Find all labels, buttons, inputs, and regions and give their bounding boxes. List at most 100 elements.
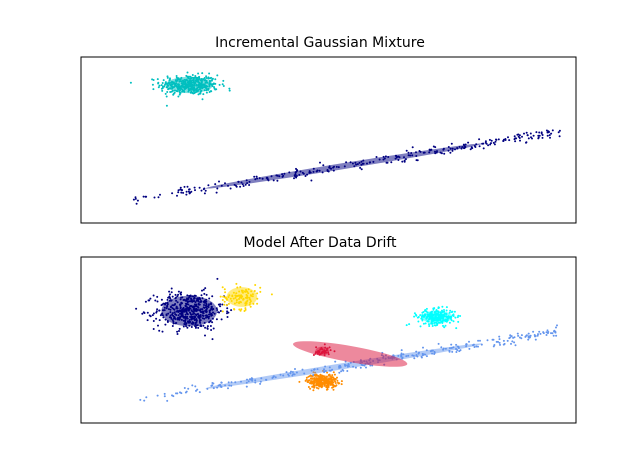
data-point bbox=[206, 327, 209, 330]
data-point bbox=[245, 385, 248, 388]
data-point bbox=[160, 87, 163, 90]
data-point bbox=[212, 382, 215, 385]
data-point bbox=[223, 303, 226, 306]
data-point bbox=[474, 146, 477, 148]
data-point bbox=[202, 188, 205, 191]
data-point bbox=[153, 196, 156, 199]
data-point bbox=[465, 343, 468, 346]
data-point bbox=[179, 186, 182, 189]
data-point bbox=[166, 75, 169, 78]
data-point bbox=[478, 145, 481, 148]
data-point bbox=[163, 392, 166, 395]
data-point bbox=[443, 326, 446, 329]
data-point bbox=[497, 138, 500, 141]
data-point bbox=[145, 195, 148, 198]
data-point bbox=[545, 129, 548, 132]
data-point bbox=[201, 289, 203, 292]
data-point bbox=[413, 312, 416, 315]
data-point bbox=[479, 339, 481, 342]
data-point bbox=[183, 387, 186, 389]
data-point bbox=[165, 95, 168, 98]
data-point bbox=[189, 191, 192, 194]
data-point bbox=[310, 179, 313, 182]
data-point bbox=[532, 330, 535, 333]
data-point bbox=[256, 292, 259, 295]
data-point bbox=[230, 309, 233, 312]
data-point bbox=[215, 191, 218, 194]
data-point bbox=[532, 134, 535, 137]
data-point bbox=[219, 305, 222, 308]
data-point bbox=[311, 385, 314, 388]
data-point bbox=[152, 88, 155, 91]
data-point bbox=[209, 90, 212, 93]
data-point bbox=[375, 156, 378, 158]
data-point bbox=[200, 294, 203, 297]
data-point bbox=[334, 382, 337, 384]
data-point bbox=[177, 95, 180, 98]
data-point bbox=[309, 387, 312, 390]
data-point bbox=[221, 83, 224, 86]
data-point bbox=[218, 83, 221, 86]
data-point bbox=[270, 293, 273, 296]
data-point bbox=[459, 349, 462, 352]
data-point bbox=[537, 333, 539, 336]
data-point bbox=[151, 314, 154, 317]
data-point bbox=[485, 142, 488, 145]
data-point bbox=[513, 135, 516, 138]
data-point bbox=[338, 382, 341, 385]
data-point bbox=[142, 311, 145, 314]
data-point bbox=[136, 199, 139, 202]
data-point bbox=[541, 136, 544, 139]
data-point bbox=[249, 305, 252, 308]
data-point bbox=[530, 136, 532, 139]
data-point bbox=[518, 134, 521, 137]
data-point bbox=[331, 374, 334, 377]
data-point bbox=[156, 300, 159, 303]
data-point bbox=[336, 376, 338, 379]
data-point bbox=[196, 388, 199, 391]
plot-area bbox=[129, 71, 561, 205]
data-point bbox=[186, 71, 189, 74]
data-point bbox=[513, 336, 516, 339]
data-point bbox=[334, 385, 337, 388]
gaussian-ellipse bbox=[205, 143, 483, 189]
data-point bbox=[546, 134, 549, 137]
data-point bbox=[203, 292, 206, 295]
data-point bbox=[305, 378, 308, 381]
data-point bbox=[509, 336, 512, 339]
plot-area bbox=[135, 277, 558, 402]
data-point bbox=[202, 324, 205, 327]
data-point bbox=[513, 138, 516, 141]
data-point bbox=[156, 394, 159, 397]
data-point bbox=[450, 142, 453, 145]
data-point bbox=[490, 142, 492, 145]
data-point bbox=[428, 325, 431, 327]
data-point bbox=[305, 376, 308, 379]
data-point bbox=[441, 305, 444, 308]
data-point bbox=[332, 388, 335, 391]
data-point bbox=[149, 315, 152, 318]
data-point bbox=[227, 311, 230, 314]
data-point bbox=[227, 302, 230, 305]
data-point bbox=[186, 326, 189, 329]
data-point bbox=[457, 320, 460, 323]
data-point bbox=[502, 339, 505, 342]
data-point bbox=[515, 137, 518, 140]
data-point bbox=[430, 322, 433, 325]
data-point bbox=[221, 299, 224, 301]
gaussian-ellipse bbox=[421, 310, 453, 324]
data-point bbox=[212, 327, 215, 330]
data-point bbox=[178, 330, 180, 332]
data-point bbox=[161, 89, 164, 92]
data-point bbox=[152, 328, 155, 330]
data-point bbox=[166, 399, 169, 402]
data-point bbox=[529, 334, 532, 337]
data-point bbox=[456, 349, 459, 352]
chart-title-top: Incremental Gaussian Mixture bbox=[215, 35, 425, 51]
data-point bbox=[539, 332, 542, 335]
data-point bbox=[161, 330, 164, 333]
data-point bbox=[157, 324, 159, 327]
data-point bbox=[425, 355, 428, 358]
data-point bbox=[517, 133, 520, 136]
